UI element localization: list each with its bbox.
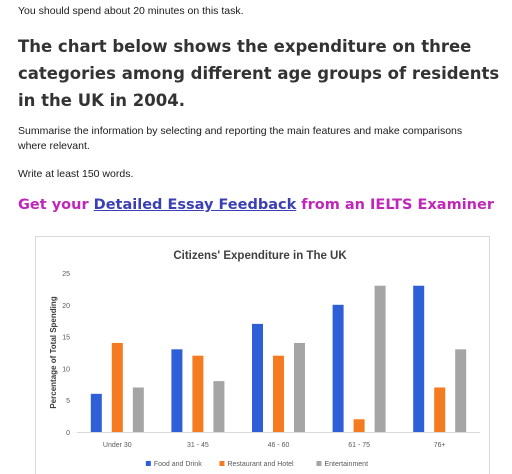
- legend-swatch: [219, 461, 225, 466]
- bar: [171, 349, 183, 432]
- task-time-note: You should spend about 20 minutes on thi…: [18, 5, 244, 17]
- legend-swatch: [145, 461, 151, 466]
- feedback-promo: Get your Detailed Essay Feedback from an…: [0, 197, 512, 213]
- bar: [413, 285, 425, 432]
- legend-label: Restaurant and Hotel: [227, 461, 294, 468]
- x-tick-label: 61 - 75: [348, 442, 370, 449]
- x-tick-label: 76+: [434, 442, 446, 449]
- chart-title: Citizens' Expenditure in The UK: [173, 250, 347, 262]
- bar: [192, 355, 204, 432]
- bar: [332, 304, 344, 432]
- bar: [111, 342, 123, 432]
- bar: [434, 387, 446, 432]
- promo-prefix: Get your: [18, 197, 89, 213]
- expenditure-chart: Citizens' Expenditure in The UK 0 5 10 15 20 2…: [49, 250, 480, 468]
- bar: [90, 393, 102, 432]
- x-tick-label: 31 - 45: [187, 442, 209, 449]
- bar: [213, 381, 225, 432]
- y-tick-label: 5: [66, 398, 70, 405]
- y-tick-label: 25: [62, 271, 70, 278]
- bar: [455, 349, 467, 432]
- word-count-note: Write at least 150 words.: [18, 168, 134, 180]
- bar: [353, 419, 365, 432]
- promo-suffix: from an IELTS Examiner: [301, 197, 494, 213]
- y-tick-label: 0: [66, 430, 70, 437]
- x-tick-label: Under 30: [103, 442, 132, 449]
- x-tick-label: 46 - 60: [268, 442, 290, 449]
- legend-label: Food and Drink: [154, 461, 202, 468]
- bar: [294, 342, 305, 432]
- bar: [132, 387, 144, 432]
- essay-feedback-link[interactable]: Detailed Essay Feedback: [93, 197, 297, 213]
- bar: [374, 285, 386, 432]
- legend-swatch: [316, 461, 322, 466]
- task-instruction: Summarise the information by selecting a…: [18, 125, 463, 152]
- bar: [273, 355, 284, 432]
- legend-label: Entertainment: [324, 461, 368, 468]
- y-axis-label: Percentage of Total Spending: [49, 296, 58, 408]
- bar: [252, 323, 263, 432]
- y-tick-label: 15: [62, 335, 70, 342]
- y-tick-label: 10: [62, 366, 70, 373]
- task-heading: The chart below shows the expenditure on…: [18, 37, 500, 110]
- y-tick-label: 20: [62, 303, 70, 310]
